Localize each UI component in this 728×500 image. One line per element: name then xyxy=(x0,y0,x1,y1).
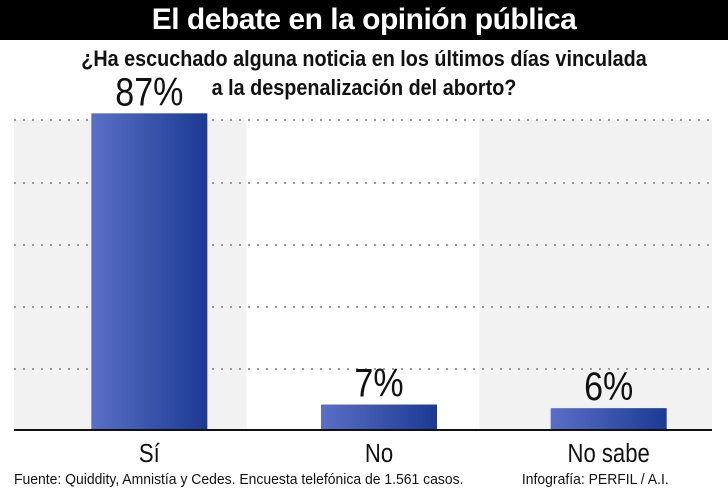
value-label: 7% xyxy=(354,360,403,405)
value-label: 87% xyxy=(115,69,183,114)
value-label: 6% xyxy=(584,364,633,409)
category-label: No xyxy=(365,439,393,468)
credit-note: Infografía: PERFIL / A.I. xyxy=(521,471,669,488)
category-label: No sabe xyxy=(568,439,650,468)
bar-0 xyxy=(91,113,208,430)
question-line-1: ¿Ha escuchado alguna noticia en los últi… xyxy=(81,46,647,71)
header-bar: El debate en la opinión pública xyxy=(0,0,728,40)
footer: Fuente: Quiddity, Amnistía y Cedes. Encu… xyxy=(14,471,669,488)
question-text: ¿Ha escuchado alguna noticia en los últi… xyxy=(36,44,691,102)
category-band xyxy=(479,120,712,430)
bar-2 xyxy=(550,408,667,430)
bar-1 xyxy=(321,404,437,430)
question-line-2: a la despenalización del aborto? xyxy=(211,75,517,100)
category-band xyxy=(246,120,480,430)
category-label: Sí xyxy=(139,439,160,468)
source-note: Fuente: Quiddity, Amnistía y Cedes. Encu… xyxy=(14,471,464,488)
header-title: El debate en la opinión pública xyxy=(151,3,577,36)
